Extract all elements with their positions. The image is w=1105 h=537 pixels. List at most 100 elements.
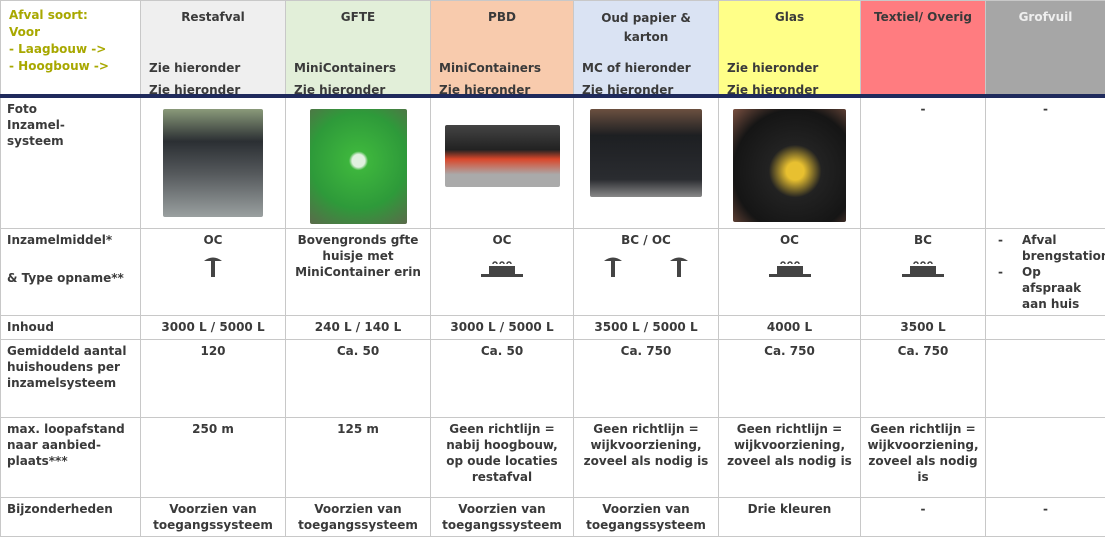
icon-underground <box>203 254 223 278</box>
cell: Afval brengstationOp afspraak aan huis <box>986 228 1105 315</box>
cell: OC <box>431 228 574 315</box>
cell: Ca. 750 <box>574 339 719 417</box>
cell <box>431 96 574 228</box>
cell <box>141 96 286 228</box>
cell <box>986 417 1105 497</box>
row: Gemiddeld aantal huishoudens per inzamel… <box>1 339 1105 417</box>
cell: OC <box>141 228 286 315</box>
cell: Voorzien van toegangssysteem <box>574 497 719 536</box>
text: BC <box>867 232 979 248</box>
text: Afval soort: <box>9 7 132 24</box>
text: Zie hieronder <box>582 79 691 96</box>
text: MiniContainers <box>439 57 541 79</box>
text: Grofvuil <box>994 9 1097 25</box>
text: Inzamelmiddel* <box>7 232 134 248</box>
text: OC <box>437 232 567 248</box>
cell <box>986 315 1105 339</box>
cell: Geen richtlijn = wijkvoorziening, zoveel… <box>861 417 986 497</box>
text: GFTE <box>294 9 422 25</box>
cell: BC <box>861 228 986 315</box>
cell: Ca. 750 <box>719 339 861 417</box>
cell: - <box>861 96 986 228</box>
photo <box>310 109 407 224</box>
cell: Ca. 50 <box>286 339 431 417</box>
text: - Laagbouw -> <box>9 41 132 58</box>
cell: Geen richtlijn = wijkvoorziening, zoveel… <box>574 417 719 497</box>
cell: Ca. 50 <box>431 339 574 417</box>
text: Voor <box>9 24 132 41</box>
text: PBD <box>439 9 565 25</box>
row-label: Inzamelmiddel* & Type opname** <box>1 228 141 315</box>
cell: - <box>861 497 986 536</box>
text: & Type opname** <box>7 270 134 286</box>
cell: Ca. 750 <box>861 339 986 417</box>
waste-table: Afval soort:Voor- Laagbouw ->- Hoogbouw … <box>0 0 1105 537</box>
cell: BC / OC <box>574 228 719 315</box>
text: Glas <box>727 9 852 25</box>
icon-crane <box>479 254 525 280</box>
cell: 3500 L <box>861 315 986 339</box>
icon-crane <box>900 254 946 280</box>
photo <box>445 125 560 187</box>
cell: 120 <box>141 339 286 417</box>
header-cell: Textiel/ Overig <box>861 1 986 97</box>
cell: 240 L / 140 L <box>286 315 431 339</box>
list: Afval brengstationOp afspraak aan huis <box>992 232 1099 312</box>
text: BC / OC <box>580 232 712 248</box>
icon-underground <box>603 254 623 278</box>
row-label: Foto Inzamel- systeem <box>1 96 141 228</box>
row-label: max. loopafstand naar aanbied-plaats*** <box>1 417 141 497</box>
text: MC of hieronder <box>582 57 691 79</box>
icon-underground <box>669 254 689 278</box>
cell: - <box>986 497 1105 536</box>
cell: 250 m <box>141 417 286 497</box>
text: Zie hieronder <box>294 79 396 96</box>
text: Oud papier & karton <box>596 9 696 47</box>
cell <box>719 96 861 228</box>
cell <box>574 96 719 228</box>
icon-crane <box>767 254 813 280</box>
list-item: Afval brengstation <box>1022 232 1099 264</box>
cell: Geen richtlijn = nabij hoogbouw, op oude… <box>431 417 574 497</box>
row: max. loopafstand naar aanbied-plaats***2… <box>1 417 1105 497</box>
text: - <box>1043 102 1048 116</box>
text: Zie hieronder <box>727 79 818 96</box>
text: OC <box>725 232 854 248</box>
cell: 125 m <box>286 417 431 497</box>
cell: Geen richtlijn = wijkvoorziening, zoveel… <box>719 417 861 497</box>
cell: 3000 L / 5000 L <box>431 315 574 339</box>
text: Bovengronds gfte huisje met MiniContaine… <box>292 232 424 280</box>
text: Zie hieronder <box>149 79 240 96</box>
text: Foto Inzamel- systeem <box>7 101 97 149</box>
cell: Drie kleuren <box>719 497 861 536</box>
text: Textiel/ Overig <box>869 9 977 25</box>
text: OC <box>147 232 279 248</box>
header-row: Afval soort:Voor- Laagbouw ->- Hoogbouw … <box>1 1 1105 97</box>
page: Afval soort:Voor- Laagbouw ->- Hoogbouw … <box>0 0 1105 536</box>
cell <box>286 96 431 228</box>
text: - <box>921 102 926 116</box>
photo <box>163 109 263 217</box>
cell: Voorzien van toegangssysteem <box>286 497 431 536</box>
cell: Bovengronds gfte huisje met MiniContaine… <box>286 228 431 315</box>
cell: 4000 L <box>719 315 861 339</box>
photo <box>733 109 846 222</box>
header-cell: Grofvuil <box>986 1 1105 97</box>
cell: Voorzien van toegangssysteem <box>431 497 574 536</box>
row: Inzamelmiddel* & Type opname** OC Bovengr… <box>1 228 1105 315</box>
text: Zie hieronder <box>149 57 240 79</box>
row-label: Gemiddeld aantal huishoudens per inzamel… <box>1 339 141 417</box>
text: Restafval <box>149 9 277 25</box>
text: Zie hieronder <box>727 57 818 79</box>
text: MiniContainers <box>294 57 396 79</box>
cell: Voorzien van toegangssysteem <box>141 497 286 536</box>
cell: 3500 L / 5000 L <box>574 315 719 339</box>
text: - Hoogbouw -> <box>9 58 132 75</box>
row: Foto Inzamel- systeem - - <box>1 96 1105 228</box>
